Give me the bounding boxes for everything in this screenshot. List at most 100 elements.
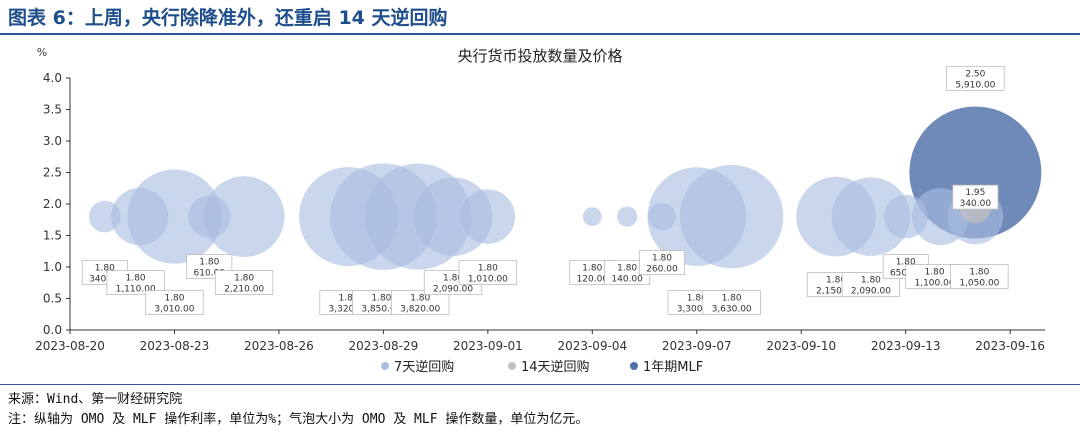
y-tick-label: 1.5	[43, 229, 62, 243]
data-label-text: 2.50	[965, 70, 985, 80]
data-label-box	[638, 250, 685, 276]
data-label-text: 2,210.00	[224, 285, 264, 295]
data-label-text: 1,050.00	[959, 279, 999, 289]
y-axis-unit-label: %	[37, 46, 47, 59]
bubble	[679, 164, 784, 269]
data-label-text: 1.80	[164, 294, 184, 304]
x-tick-label: 2023-08-20	[35, 339, 105, 353]
y-tick-label: 3.5	[43, 103, 62, 117]
legend-marker	[630, 362, 638, 370]
data-label-text: 1.80	[126, 274, 146, 284]
y-tick-label: 0.5	[43, 292, 62, 306]
y-tick-label: 0.0	[43, 323, 62, 337]
data-label: 1.803,630.00	[702, 290, 761, 316]
x-tick-label: 2023-08-23	[140, 339, 210, 353]
data-label-text: 3,630.00	[712, 305, 752, 315]
data-label: 1.801,050.00	[950, 264, 1009, 290]
data-label-text: 340.00	[960, 199, 992, 209]
data-label-text: 1.80	[925, 268, 945, 278]
data-label-text: 1.80	[582, 264, 602, 274]
legend-entry-label: 7天逆回购	[394, 359, 454, 375]
data-label-text: 2,090.00	[433, 285, 473, 295]
data-label-text: 3,850.00	[361, 305, 401, 315]
data-label-box	[952, 184, 999, 210]
data-label-text: 1,010.00	[468, 275, 508, 285]
legend-entry-label: 14天逆回购	[521, 359, 590, 375]
x-tick-label: 2023-08-29	[349, 339, 419, 353]
source-note: 来源：Wind、第一财经研究院	[8, 392, 183, 407]
data-label-text: 610.00	[194, 269, 226, 279]
bubble-chart: 央行货币投放数量及价格 % 0.0 0.5 1.0 1.5 2.0 2.5 3.0 3.5 4.…	[35, 46, 1045, 375]
y-tick-label: 3.0	[43, 134, 62, 148]
data-label: 1.803,010.00	[145, 290, 204, 316]
bubble	[127, 169, 222, 264]
legend-entry-label: 1年期MLF	[643, 360, 703, 375]
data-label-box	[458, 260, 518, 286]
data-label-text: 1.80	[478, 264, 498, 274]
bubble-layer	[88, 106, 1042, 270]
data-label-text: 1.80	[687, 294, 707, 304]
data-label-text: 1.80	[861, 276, 881, 286]
data-label-text: 3,320.00	[329, 305, 369, 315]
bubble	[203, 176, 285, 257]
x-tick-label: 2023-08-26	[244, 339, 314, 353]
x-tick-label: 2023-09-16	[975, 339, 1045, 353]
legend: 7天逆回购 14天逆回购 1年期MLF	[381, 359, 703, 375]
data-label-text: 1,100.00	[914, 279, 954, 289]
y-tick-label: 2.5	[43, 166, 62, 180]
legend-marker	[508, 362, 516, 370]
data-label-text: 1,110.00	[116, 285, 156, 295]
data-label: 1.802,210.00	[214, 270, 274, 296]
data-label-text: 1.80	[199, 258, 219, 268]
data-label-text: 1.80	[95, 264, 115, 274]
data-label-box	[950, 264, 1009, 290]
data-label-text: 120.00	[577, 275, 609, 285]
data-label-box	[702, 290, 761, 316]
data-label-text: 1.80	[371, 294, 391, 304]
x-tick-label: 2023-09-07	[662, 339, 732, 353]
data-label-text: 1.80	[339, 294, 359, 304]
bubble	[582, 207, 602, 227]
data-label-box	[145, 290, 204, 316]
data-label-text: 3,300.00	[677, 305, 717, 315]
title-divider	[0, 33, 1080, 35]
x-tick-label: 2023-09-13	[871, 339, 941, 353]
data-label-text: 5,910.00	[955, 81, 995, 91]
legend-marker	[381, 362, 389, 370]
data-label-text: 1.80	[652, 254, 672, 264]
data-label-text: 1.80	[443, 274, 463, 284]
bubble	[460, 189, 516, 244]
data-label-text: 1.80	[969, 268, 989, 278]
axes: 0.0 0.5 1.0 1.5 2.0 2.5 3.0 3.5 4.0 2023-08-20 202…	[35, 71, 1045, 353]
data-label-text: 1.95	[965, 188, 985, 198]
data-label-text: 1.80	[896, 258, 916, 268]
data-label-text: 2,090.00	[851, 287, 891, 297]
data-label: 2.505,910.00	[946, 66, 1005, 91]
data-label-text: 340.00	[89, 275, 121, 285]
x-tick-label: 2023-09-04	[557, 339, 627, 353]
y-tick-label: 4.0	[43, 71, 62, 85]
data-label-text: 140.00	[611, 275, 643, 285]
figure-title: 图表 6：上周，央行除降准外，还重启 14 天逆回购	[8, 7, 448, 29]
data-label-box	[946, 66, 1005, 91]
data-label-text: 3,820.00	[400, 305, 440, 315]
data-label: 1.801,010.00	[458, 260, 518, 286]
x-tick-label: 2023-09-01	[453, 339, 523, 353]
data-label-text: 1.80	[410, 294, 430, 304]
bubble	[831, 177, 911, 256]
data-label-text: 1.80	[722, 294, 742, 304]
footer-divider	[0, 384, 1080, 385]
data-label-box	[214, 270, 274, 296]
bubble	[616, 206, 638, 227]
footnote: 注：纵轴为 OMO 及 MLF 操作利率，单位为%；气泡大小为 OMO 及 ML…	[8, 412, 589, 427]
y-tick-label: 2.0	[43, 197, 62, 211]
data-label-text: 1.80	[826, 276, 846, 286]
y-tick-label: 1.0	[43, 260, 62, 274]
x-tick-label: 2023-09-10	[766, 339, 836, 353]
data-label-text: 260.00	[646, 265, 678, 275]
data-label-text: 3,010.00	[154, 305, 194, 315]
